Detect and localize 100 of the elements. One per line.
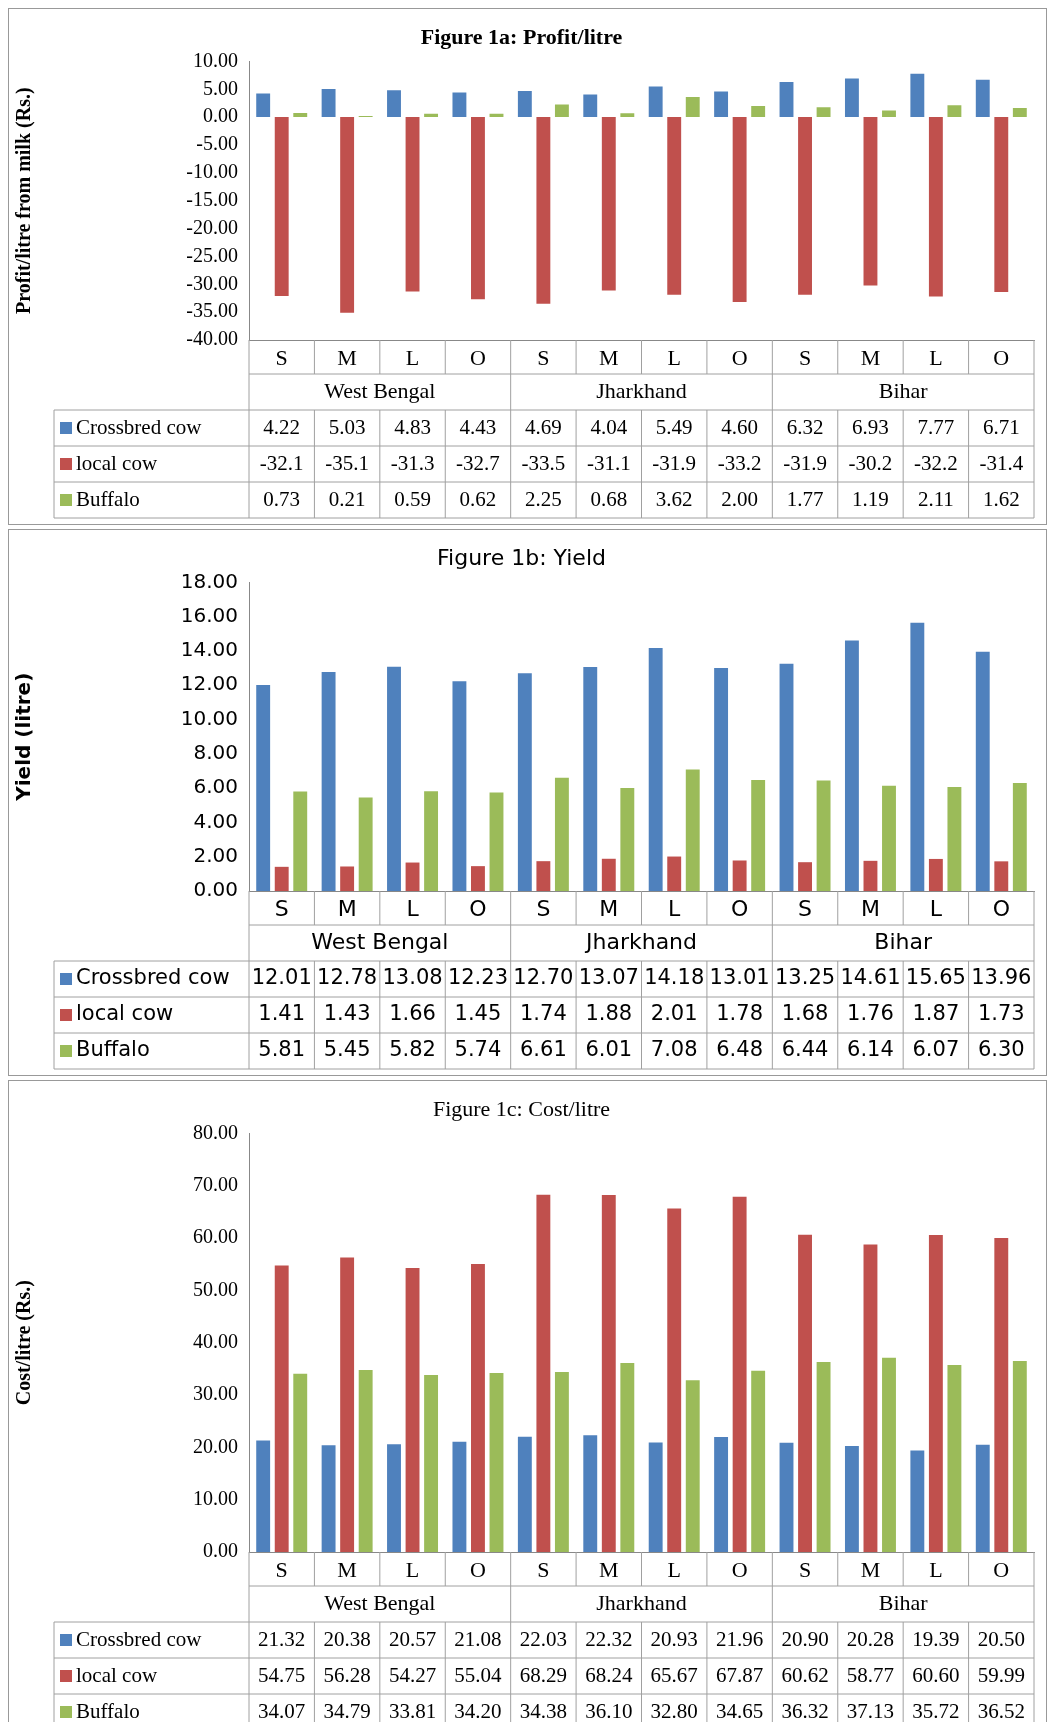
x-tick-label: S <box>275 344 288 370</box>
bar <box>648 1442 663 1552</box>
data-label: -31.9 <box>652 450 697 475</box>
bar <box>648 86 663 118</box>
bar <box>732 117 747 303</box>
y-tick-label: 40.00 <box>193 1329 238 1352</box>
data-label: 15.65 <box>905 965 966 990</box>
bar <box>452 92 467 118</box>
legend-label: Crossbred cow <box>76 965 230 990</box>
data-label: -32.2 <box>914 450 958 475</box>
bar <box>471 866 485 891</box>
y-tick-label: 0.00 <box>203 104 238 127</box>
data-label: 67.87 <box>716 1662 764 1687</box>
bar <box>489 792 504 891</box>
data-label: 5.45 <box>323 1037 371 1062</box>
bar <box>620 113 635 118</box>
bar <box>424 1375 439 1552</box>
data-label: 34.79 <box>323 1698 371 1722</box>
y-tick-label: -35.00 <box>186 299 238 322</box>
bar <box>798 862 812 891</box>
data-label: 6.44 <box>781 1037 829 1062</box>
x-tick-label: O <box>993 1556 1010 1582</box>
y-axis-title: Cost/litre (Rs.) <box>12 1280 36 1406</box>
bar <box>779 663 794 891</box>
data-label: -33.2 <box>717 450 762 475</box>
x-tick-label: L <box>406 895 420 921</box>
bar <box>554 1372 569 1552</box>
bar <box>910 622 925 891</box>
data-label: 2.01 <box>650 1001 698 1026</box>
data-label: 65.67 <box>650 1662 698 1687</box>
data-label: 68.24 <box>585 1662 633 1687</box>
legend-label: Buffalo <box>76 1037 150 1062</box>
data-label: 19.39 <box>912 1626 960 1651</box>
bar <box>928 1234 943 1552</box>
data-label: 20.90 <box>781 1626 829 1651</box>
data-label: 5.74 <box>454 1037 502 1062</box>
data-label: 6.07 <box>912 1037 960 1062</box>
bar <box>620 1363 635 1552</box>
x-tick-label: O <box>731 344 748 370</box>
data-label: 20.28 <box>846 1626 895 1651</box>
x-tick-label: O <box>992 895 1010 921</box>
data-label: 1.87 <box>912 1001 960 1026</box>
bar <box>928 117 943 297</box>
data-label: 5.81 <box>258 1037 306 1062</box>
bar <box>536 861 551 891</box>
y-tick-label: 20.00 <box>193 1434 238 1457</box>
data-label: -31.4 <box>979 450 1024 475</box>
x-tick-label: M <box>599 344 619 370</box>
bar <box>387 666 401 891</box>
data-label: 1.88 <box>585 1001 633 1026</box>
data-label: 0.21 <box>328 486 366 511</box>
x-tick-label: S <box>798 1556 812 1582</box>
bar <box>471 117 485 300</box>
bar <box>882 1357 896 1552</box>
x-tick-label: M <box>599 1556 619 1582</box>
bar <box>601 117 616 291</box>
x-tick-label: L <box>667 1556 681 1582</box>
data-label: 5.49 <box>655 414 693 439</box>
y-tick-label: -30.00 <box>186 271 238 294</box>
bar <box>798 117 812 295</box>
bar <box>583 1435 598 1552</box>
data-label: 20.38 <box>323 1626 371 1651</box>
bar <box>779 1442 794 1552</box>
bar <box>601 858 616 891</box>
bar <box>321 89 336 118</box>
text: Jharkhand <box>596 1589 687 1615</box>
data-label: -35.1 <box>325 450 369 475</box>
bar <box>293 791 308 891</box>
x-tick-label: M <box>860 895 880 921</box>
bar <box>340 1257 355 1552</box>
bar <box>256 1440 271 1552</box>
bar <box>536 117 551 304</box>
data-label: 0.68 <box>590 486 628 511</box>
text: Bihar <box>878 1589 929 1615</box>
bar <box>910 73 925 118</box>
y-tick-label: 10.00 <box>180 705 238 730</box>
data-label: 12.23 <box>447 965 509 990</box>
bar <box>947 1365 962 1552</box>
data-label: -33.5 <box>521 450 566 475</box>
legend-label: local cow <box>76 1001 174 1026</box>
data-label: 54.75 <box>258 1662 306 1687</box>
y-tick-label: 10.00 <box>193 48 238 71</box>
bar <box>751 1370 766 1552</box>
bar <box>293 1373 308 1552</box>
x-tick-label: L <box>929 344 943 370</box>
bar <box>321 671 336 891</box>
bar <box>667 117 682 295</box>
data-label: 12.01 <box>251 965 312 990</box>
data-label: -31.9 <box>783 450 827 475</box>
bar <box>975 651 990 891</box>
text: West Bengal <box>324 377 436 403</box>
data-label: 35.72 <box>912 1698 960 1722</box>
data-label: 1.78 <box>716 1001 764 1026</box>
data-label: 33.81 <box>388 1698 437 1722</box>
data-label: 20.57 <box>388 1626 437 1651</box>
y-tick-label: 4.00 <box>193 808 238 833</box>
bar <box>779 81 794 118</box>
x-tick-label: O <box>993 344 1010 370</box>
data-label: 34.38 <box>519 1698 567 1722</box>
data-label: 4.83 <box>394 414 431 439</box>
